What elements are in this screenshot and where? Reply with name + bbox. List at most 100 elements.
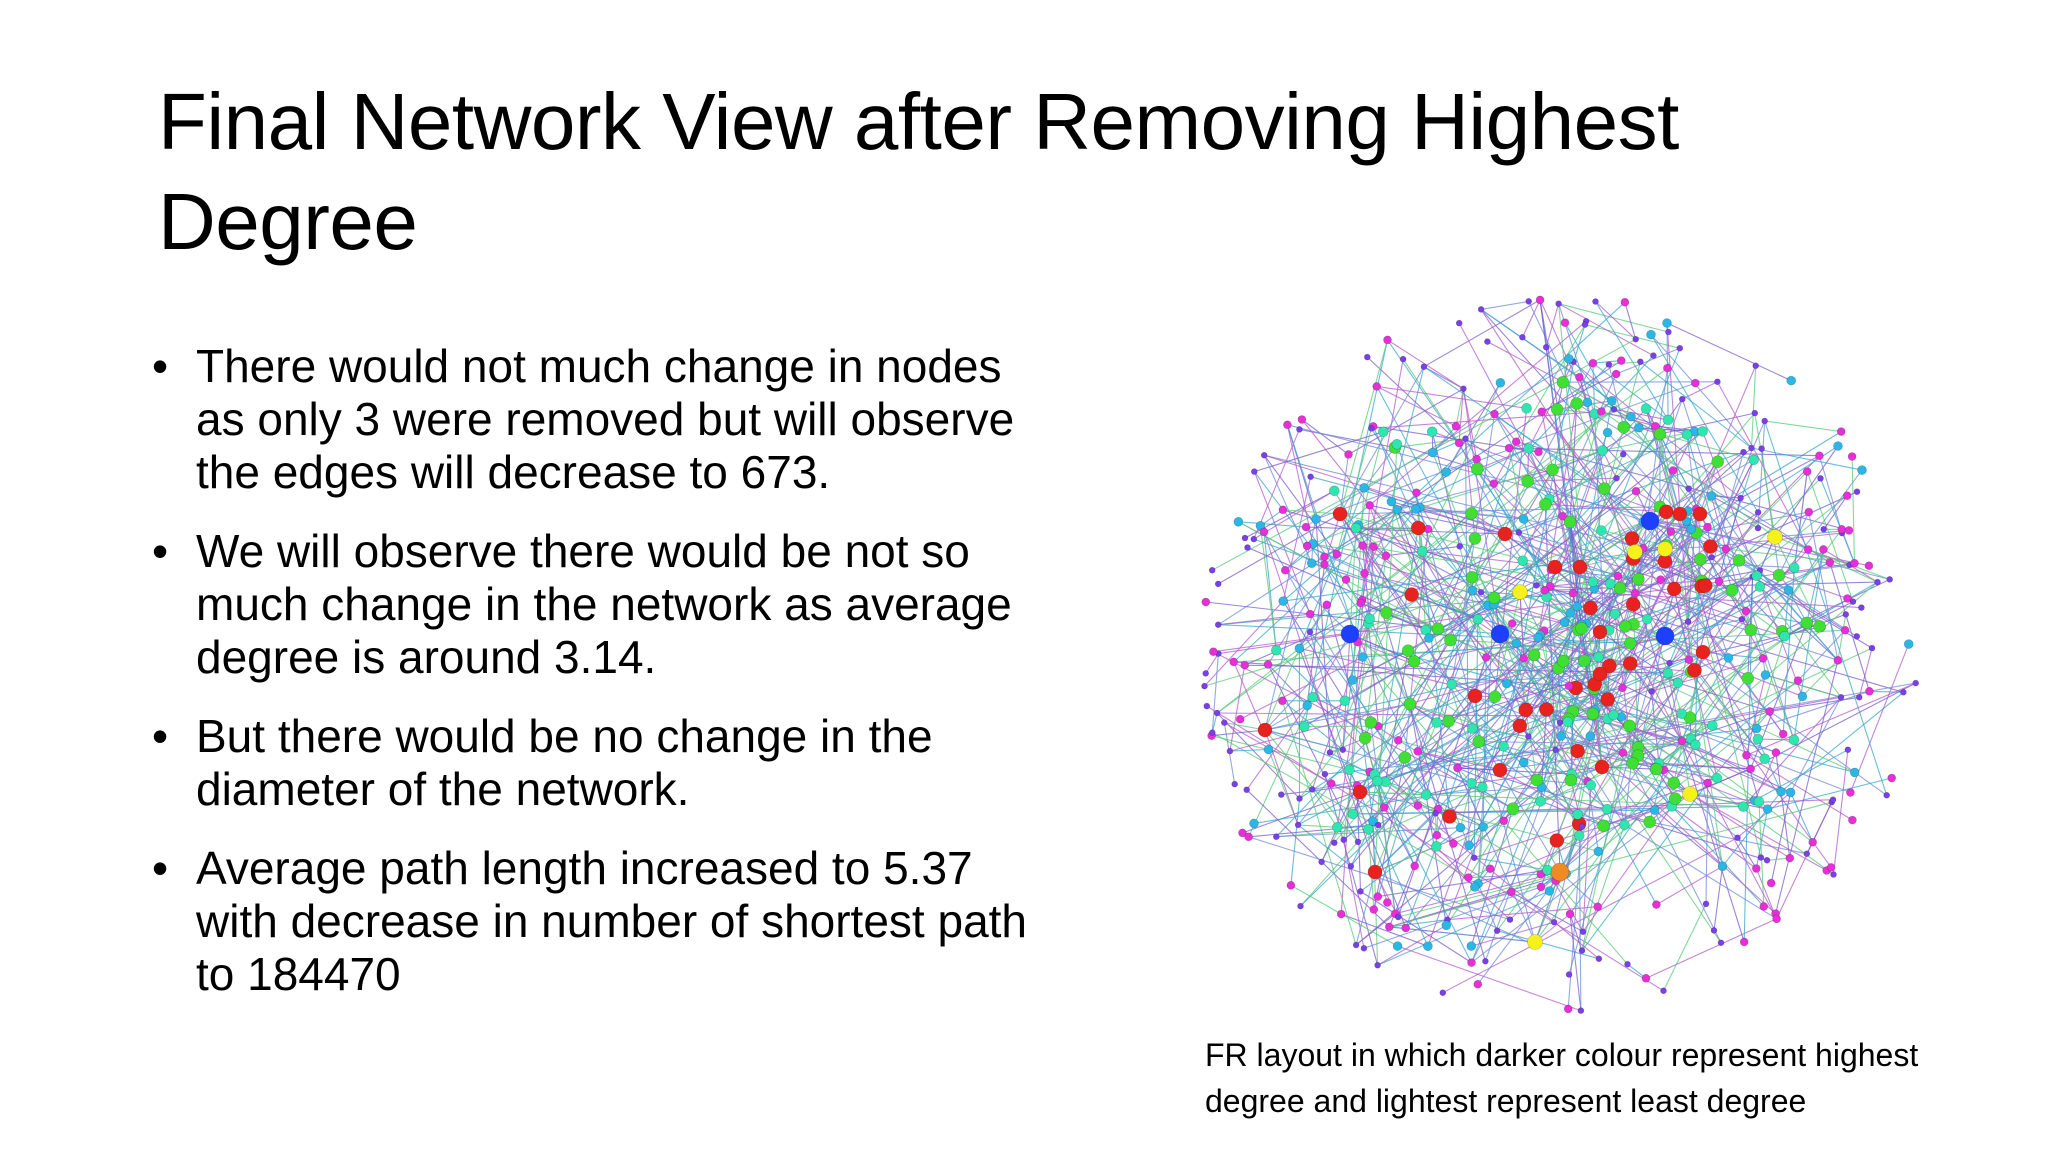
- network-edge: [1333, 757, 1406, 844]
- network-node: [1472, 454, 1482, 464]
- network-node: [1229, 657, 1239, 667]
- network-node: [1843, 594, 1852, 603]
- network-node: [1244, 544, 1251, 551]
- network-node: [1354, 838, 1362, 846]
- network-node: [1392, 505, 1402, 515]
- network-node: [1332, 506, 1348, 522]
- network-node: [1650, 352, 1657, 359]
- network-node: [1613, 581, 1627, 595]
- bullet-item-3: • But there would be no change in the di…: [152, 710, 1052, 816]
- network-node: [1558, 511, 1567, 521]
- network-node: [1619, 450, 1627, 458]
- network-node: [1678, 395, 1686, 403]
- network-edge: [1264, 518, 1317, 731]
- network-edge: [1569, 521, 1611, 585]
- network-node: [1271, 644, 1282, 656]
- network-edge: [1264, 704, 1308, 731]
- network-node: [1332, 821, 1343, 833]
- network-node: [1451, 422, 1461, 431]
- network-node: [1363, 823, 1374, 835]
- network-node: [1518, 514, 1529, 524]
- network-node: [1761, 417, 1769, 425]
- network-node: [1624, 960, 1631, 968]
- network-node: [1235, 714, 1245, 724]
- network-edge: [1448, 398, 1683, 722]
- network-edge: [1837, 614, 1847, 661]
- network-node: [1220, 719, 1228, 726]
- network-node: [1883, 791, 1891, 799]
- network-node: [1537, 407, 1547, 416]
- network-node: [1684, 655, 1694, 665]
- network-edge: [1217, 513, 1341, 585]
- network-node: [1263, 744, 1274, 755]
- network-node: [1378, 426, 1389, 438]
- network-node: [1793, 676, 1803, 685]
- network-node: [1703, 522, 1712, 532]
- network-edge: [1746, 754, 1853, 821]
- network-edge: [1388, 813, 1437, 928]
- network-node: [1702, 900, 1710, 908]
- network-node: [1381, 551, 1391, 561]
- network-edge: [1508, 447, 1525, 520]
- network-node: [1357, 888, 1364, 895]
- network-node: [1392, 941, 1403, 951]
- network-node: [1428, 447, 1438, 458]
- network-edge: [1464, 438, 1470, 846]
- network-node: [1488, 690, 1502, 704]
- network-node: [1668, 466, 1678, 475]
- network-edge: [1339, 366, 1425, 515]
- network-node: [1778, 729, 1788, 739]
- network-node: [1754, 509, 1762, 516]
- network-edge: [1298, 487, 1365, 649]
- network-edge: [1290, 798, 1301, 886]
- network-node: [1697, 426, 1708, 437]
- network-node: [1844, 526, 1854, 535]
- network-node: [1404, 587, 1419, 602]
- network-edge: [1549, 430, 1695, 500]
- network-node: [1484, 338, 1491, 345]
- network-node: [1208, 566, 1216, 574]
- network-edge: [1304, 660, 1415, 727]
- network-node: [1347, 675, 1358, 685]
- network-node: [1620, 297, 1630, 307]
- network-edge: [1767, 777, 1892, 810]
- network-node: [1714, 577, 1724, 586]
- network-node: [1525, 733, 1532, 740]
- bullet-marker: •: [152, 842, 169, 894]
- network-edge: [1253, 538, 1479, 620]
- network-edge: [1301, 419, 1349, 455]
- network-edge: [1664, 635, 1729, 659]
- network-node: [1306, 558, 1317, 569]
- network-edge: [1746, 682, 1916, 756]
- network-node: [1563, 1004, 1573, 1014]
- network-node: [1717, 861, 1728, 872]
- network-edge: [1494, 591, 1521, 697]
- network-edge: [1377, 441, 1517, 897]
- network-node: [1564, 681, 1574, 691]
- network-node: [1473, 979, 1483, 989]
- network-node: [1649, 805, 1660, 815]
- network-node: [1278, 696, 1287, 706]
- network-node: [1836, 427, 1846, 436]
- network-node: [1358, 731, 1372, 745]
- network-node: [1332, 549, 1342, 559]
- network-node: [1467, 585, 1478, 596]
- network-node: [1299, 721, 1310, 732]
- network-node: [1563, 515, 1577, 529]
- network-node: [1583, 600, 1598, 616]
- network-node: [1617, 421, 1631, 434]
- network-edge: [1851, 456, 1856, 564]
- network-edge: [1518, 532, 1556, 568]
- network-node: [1307, 691, 1318, 703]
- network-edge: [1544, 588, 1595, 591]
- network-node: [1472, 613, 1484, 625]
- network-node: [1667, 776, 1681, 790]
- network-edge: [1634, 551, 1706, 583]
- network-node: [1593, 651, 1604, 663]
- network-edge: [1417, 750, 1768, 861]
- network-edge: [1779, 564, 1850, 576]
- network-edge: [1581, 725, 1631, 951]
- network-node: [1748, 454, 1760, 466]
- network-edge: [1578, 835, 1582, 1011]
- network-node: [1420, 789, 1432, 801]
